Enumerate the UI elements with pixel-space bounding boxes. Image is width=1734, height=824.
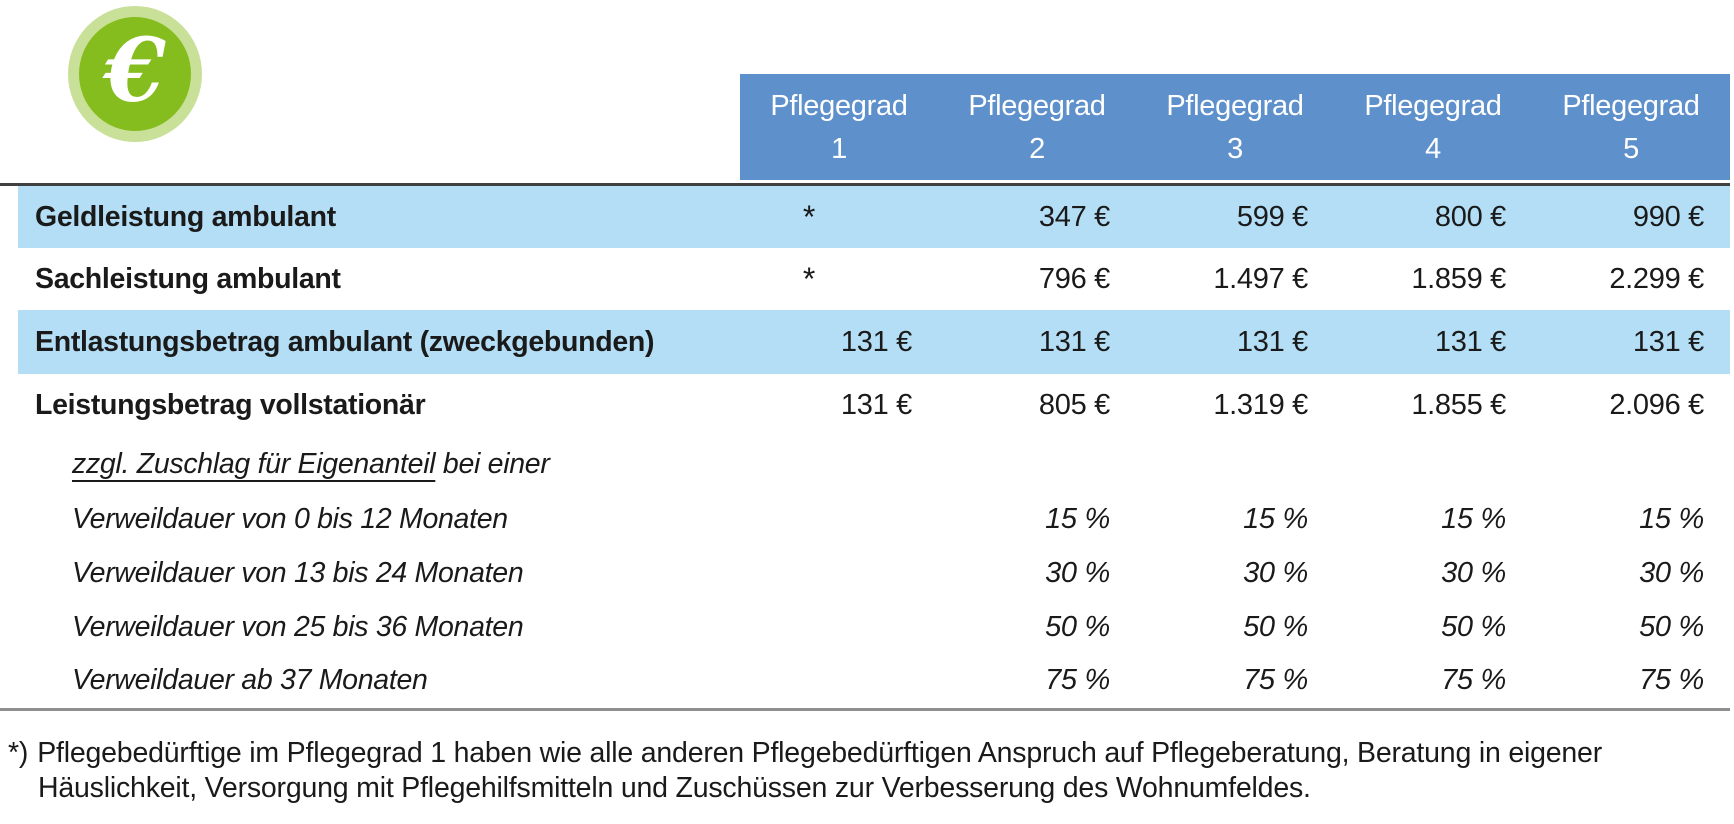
table-row-sachleistung: Sachleistung ambulant * 796 € 1.497 € 1.… [0, 248, 1730, 310]
row-label-rest: bei einer [435, 447, 550, 480]
cell-value: 75 % [1243, 664, 1308, 696]
table-bottom-rule [0, 708, 1730, 711]
footnote-text: Pflegebedürftige im Pflegegrad 1 haben w… [37, 737, 1602, 804]
cell-value: 50 % [1639, 610, 1704, 643]
cell-value: 30 % [1045, 556, 1110, 589]
column-header-pflegegrad-4: Pflegegrad 4 [1334, 74, 1532, 180]
column-number: 5 [1623, 132, 1639, 165]
column-title: Pflegegrad [1562, 89, 1700, 122]
table-top-rule [0, 183, 1730, 186]
cell-value: 15 % [1045, 502, 1110, 535]
cell-value: 131 € [1434, 325, 1506, 358]
cell-value: 50 % [1441, 610, 1506, 643]
row-label: Sachleistung ambulant [35, 262, 341, 295]
cell-value: 75 % [1639, 664, 1704, 696]
cell-value: 15 % [1441, 502, 1506, 535]
column-title: Pflegegrad [1166, 89, 1304, 122]
cell-value: 15 % [1639, 502, 1704, 535]
column-header-pflegegrad-5: Pflegegrad 5 [1532, 74, 1730, 180]
cell-value: 2.299 € [1609, 262, 1704, 295]
cell-value: 347 € [1038, 200, 1110, 233]
cell-value: 75 % [1441, 664, 1506, 696]
cell-value: 30 % [1639, 556, 1704, 589]
cell-value: 2.096 € [1609, 388, 1704, 421]
column-header-pflegegrad-2: Pflegegrad 2 [938, 74, 1136, 180]
table-row-verweildauer-ab-37: Verweildauer ab 37 Monaten 75 % 75 % 75 … [0, 654, 1730, 707]
column-title: Pflegegrad [968, 89, 1106, 122]
cell-value: 131 € [840, 388, 912, 421]
euro-coin-inner: € [79, 17, 191, 131]
cell-value: 800 € [1434, 200, 1506, 233]
cell-value: 30 % [1243, 556, 1308, 589]
table-row-zuschlag-eigenanteil: zzgl. Zuschlag für Eigenanteil bei einer [0, 436, 1730, 492]
cell-value: 1.859 € [1411, 262, 1506, 295]
footnote: *) Pflegebedürftige im Pflegegrad 1 haben… [8, 736, 1674, 806]
cell-value: 805 € [1038, 388, 1110, 421]
cell-value: 990 € [1632, 200, 1704, 233]
cell-value: 1.319 € [1213, 388, 1308, 421]
euro-coin-icon: € [68, 6, 202, 142]
cell-value: 15 % [1243, 502, 1308, 535]
row-label: Verweildauer ab 37 Monaten [72, 664, 428, 696]
cell-value: 131 € [840, 325, 912, 358]
table-row-verweildauer-0-12: Verweildauer von 0 bis 12 Monaten 15 % 1… [0, 492, 1730, 546]
cell-value: 75 % [1045, 664, 1110, 696]
cell-value: 1.855 € [1411, 388, 1506, 421]
row-label: Verweildauer von 25 bis 36 Monaten [72, 610, 524, 643]
column-number: 2 [1029, 132, 1045, 165]
table-header: Pflegegrad 1 Pflegegrad 2 Pflegegrad 3 P… [740, 74, 1730, 180]
cell-value: 1.497 € [1213, 262, 1308, 295]
column-number: 1 [831, 132, 847, 165]
row-label: Geldleistung ambulant [35, 200, 336, 233]
euro-glyph: € [104, 18, 166, 122]
cell-value: * [802, 260, 816, 297]
cell-value: 50 % [1243, 610, 1308, 643]
table-row-geldleistung: Geldleistung ambulant * 347 € 599 € 800 … [0, 186, 1730, 248]
cell-value: 796 € [1038, 262, 1110, 295]
column-number: 4 [1425, 132, 1441, 165]
footnote-marker: *) [8, 737, 29, 769]
column-header-pflegegrad-3: Pflegegrad 3 [1136, 74, 1334, 180]
cell-value: * [802, 198, 816, 235]
row-label: Verweildauer von 0 bis 12 Monaten [72, 502, 508, 535]
row-label: Entlastungsbetrag ambulant (zweckgebunde… [35, 325, 655, 358]
column-number: 3 [1227, 132, 1243, 165]
table-row-verweildauer-25-36: Verweildauer von 25 bis 36 Monaten 50 % … [0, 600, 1730, 654]
row-label: Leistungsbetrag vollstationär [35, 388, 426, 421]
cell-value: 131 € [1236, 325, 1308, 358]
cell-value: 599 € [1236, 200, 1308, 233]
column-title: Pflegegrad [770, 89, 908, 122]
cell-value: 131 € [1632, 325, 1704, 358]
cell-value: 30 % [1441, 556, 1506, 589]
row-label: Verweildauer von 13 bis 24 Monaten [72, 556, 524, 589]
column-title: Pflegegrad [1364, 89, 1502, 122]
table-row-leistungsbetrag-vollstationaer: Leistungsbetrag vollstationär 131 € 805 … [0, 374, 1730, 436]
row-label-underlined: zzgl. Zuschlag für Eigenanteil [72, 447, 436, 480]
column-header-pflegegrad-1: Pflegegrad 1 [740, 74, 938, 180]
cell-value: 131 € [1038, 325, 1110, 358]
table-row-entlastungsbetrag: Entlastungsbetrag ambulant (zweckgebunde… [0, 310, 1730, 374]
table-row-verweildauer-13-24: Verweildauer von 13 bis 24 Monaten 30 % … [0, 546, 1730, 600]
table-body: Geldleistung ambulant * 347 € 599 € 800 … [0, 186, 1730, 707]
cell-value: 50 % [1045, 610, 1110, 643]
row-label: zzgl. Zuschlag für Eigenanteil bei einer [0, 448, 740, 481]
